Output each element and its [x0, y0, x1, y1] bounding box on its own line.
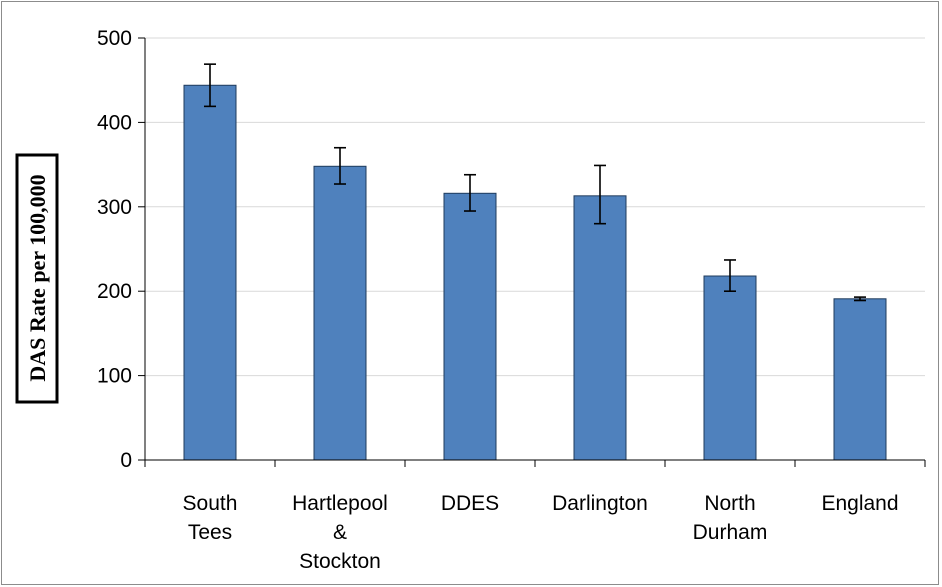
gridlines — [138, 37, 926, 467]
error-bar — [594, 164, 606, 225]
bar — [313, 165, 367, 461]
error-bar — [854, 296, 866, 302]
bar — [833, 298, 887, 461]
bar — [703, 275, 757, 461]
x-category-label: DDES — [441, 492, 499, 515]
y-tick-label: 300 — [97, 196, 132, 219]
x-category-label: North Durham — [693, 492, 768, 544]
x-category-label: South Tees — [183, 492, 238, 544]
y-tick-label: 200 — [97, 280, 132, 303]
bars — [183, 84, 887, 461]
error-bar — [464, 173, 476, 212]
error-bar — [334, 146, 346, 185]
y-axis-label-box: DAS Rate per 100,000 — [15, 153, 59, 404]
y-tick-label: 0 — [120, 449, 132, 472]
x-category-label: Hartlepool & Stockton — [292, 492, 388, 573]
x-tick-labels: South Tees Hartlepool & Stockton DDES Darlingt… — [183, 492, 899, 573]
y-tick-label: 400 — [97, 111, 132, 134]
x-category-label: England — [821, 492, 898, 515]
error-bar — [204, 63, 216, 108]
error-bar — [724, 259, 736, 293]
x-category-label: Darlington — [552, 492, 648, 515]
bar — [183, 84, 237, 461]
error-bars — [204, 63, 866, 302]
bar — [443, 192, 497, 461]
axes — [144, 38, 925, 461]
y-tick-label: 100 — [97, 365, 132, 388]
y-tick-labels: 0 100 200 300 400 500 — [97, 27, 132, 472]
y-axis-label: DAS Rate per 100,000 — [25, 174, 50, 381]
y-tick-label: 500 — [97, 27, 132, 50]
bar — [573, 195, 627, 461]
